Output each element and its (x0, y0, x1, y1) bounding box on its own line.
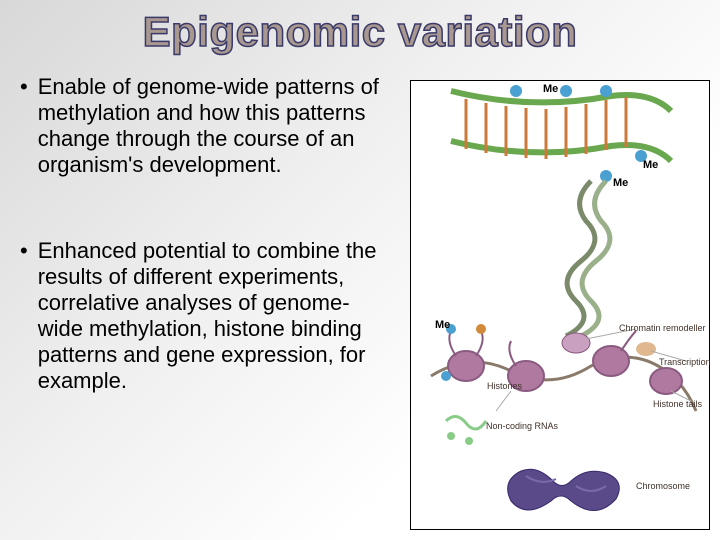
bullet-marker: • (20, 238, 28, 394)
noncoding-rnas-label: Non-coding RNAs (486, 421, 558, 431)
bullet-marker: • (20, 74, 28, 178)
dna-ladder-icon (451, 85, 671, 182)
chromosome-icon (508, 469, 620, 510)
transcription-label: Transcription (659, 357, 711, 367)
bullet-item: • Enhanced potential to combine the resu… (20, 238, 390, 394)
chromosome-label: Chromosome (636, 481, 690, 491)
chromatin-remodeller-label: Chromatin remodeller (619, 323, 706, 333)
me-label: Me (643, 159, 658, 171)
me-label: Me (543, 83, 558, 95)
bullet-text: Enable of genome-wide patterns of methyl… (38, 74, 390, 178)
slide-title: Epigenomic variation (0, 0, 720, 56)
histone-tails-label: Histone tails (653, 399, 702, 409)
noncoding-rna-icon (446, 416, 486, 445)
diagram-svg (411, 81, 711, 531)
bullet-item: • Enable of genome-wide patterns of meth… (20, 74, 390, 178)
me-label: Me (613, 177, 628, 189)
text-column: • Enable of genome-wide patterns of meth… (0, 74, 400, 394)
histones-label: Histones (487, 381, 522, 391)
nucleosomes-icon (431, 324, 696, 411)
epigenomics-diagram: Me Me Me Me Histones Chromatin remodelle… (410, 80, 710, 530)
me-label: Me (435, 319, 450, 331)
dna-coil-icon (566, 181, 610, 336)
bullet-text: Enhanced potential to combine the result… (38, 238, 390, 394)
